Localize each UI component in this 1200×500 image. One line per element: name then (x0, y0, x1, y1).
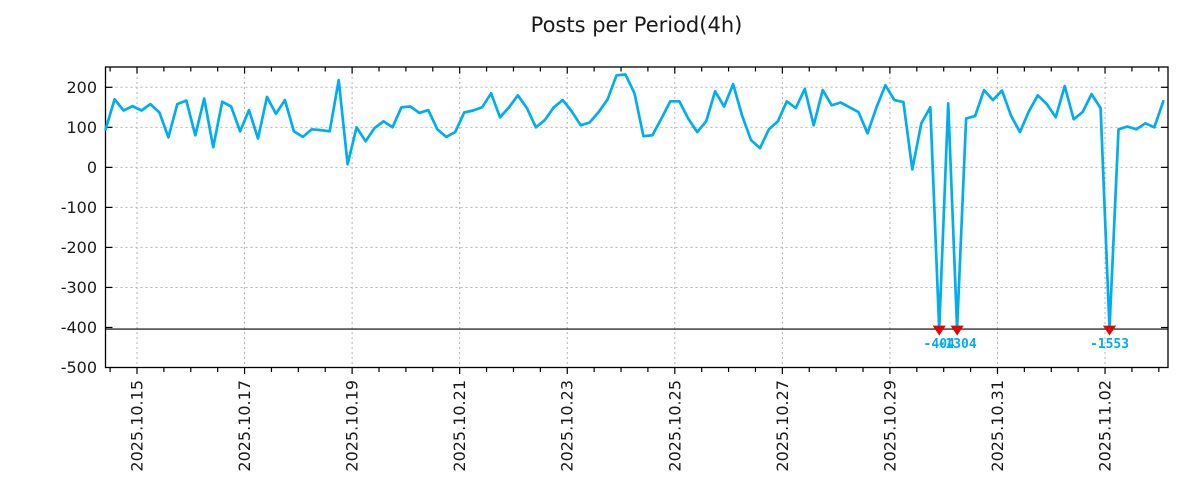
y-axis-tick-label: -100 (61, 198, 97, 217)
x-axis-tick-label: 2025.10.19 (343, 380, 362, 472)
y-axis-tick-label: -300 (61, 278, 97, 297)
x-axis-tick-label: 2025.10.31 (988, 380, 1007, 472)
clipped-value-marker-icon (950, 325, 964, 336)
x-axis-tick-label: 2025.10.25 (665, 380, 684, 472)
plot-frame (104, 66, 1169, 369)
y-axis-tick-label: 100 (66, 118, 97, 137)
y-axis-tick-label: 0 (87, 158, 97, 177)
y-axis-tick-label: 200 (66, 78, 97, 97)
x-axis-tick-label: 2025.10.27 (773, 380, 792, 472)
x-axis-tick-label: 2025.10.23 (558, 380, 577, 472)
clipped-value-label: -404 (924, 337, 955, 352)
y-axis-tick-label: -400 (61, 318, 97, 337)
clipped-value-label: -1553 (1090, 337, 1129, 352)
series-line (104, 73, 1165, 331)
x-axis-tick-label: 2025.10.21 (450, 380, 469, 472)
clipped-value-marker-icon (1102, 325, 1117, 336)
x-axis-tick-label: 2025.11.02 (1095, 380, 1114, 472)
x-axis-tick-label: 2025.10.29 (880, 380, 899, 472)
clipped-value-label: -1304 (938, 337, 977, 352)
x-axis-tick-label: 2025.10.15 (127, 380, 146, 472)
y-axis-tick-label: -500 (61, 358, 97, 377)
y-axis-tick-label: -200 (61, 238, 97, 257)
x-axis-tick-label: 2025.10.17 (235, 380, 254, 472)
clipped-value-marker-icon (932, 325, 946, 336)
chart-title: Posts per Period(4h) (530, 13, 743, 37)
